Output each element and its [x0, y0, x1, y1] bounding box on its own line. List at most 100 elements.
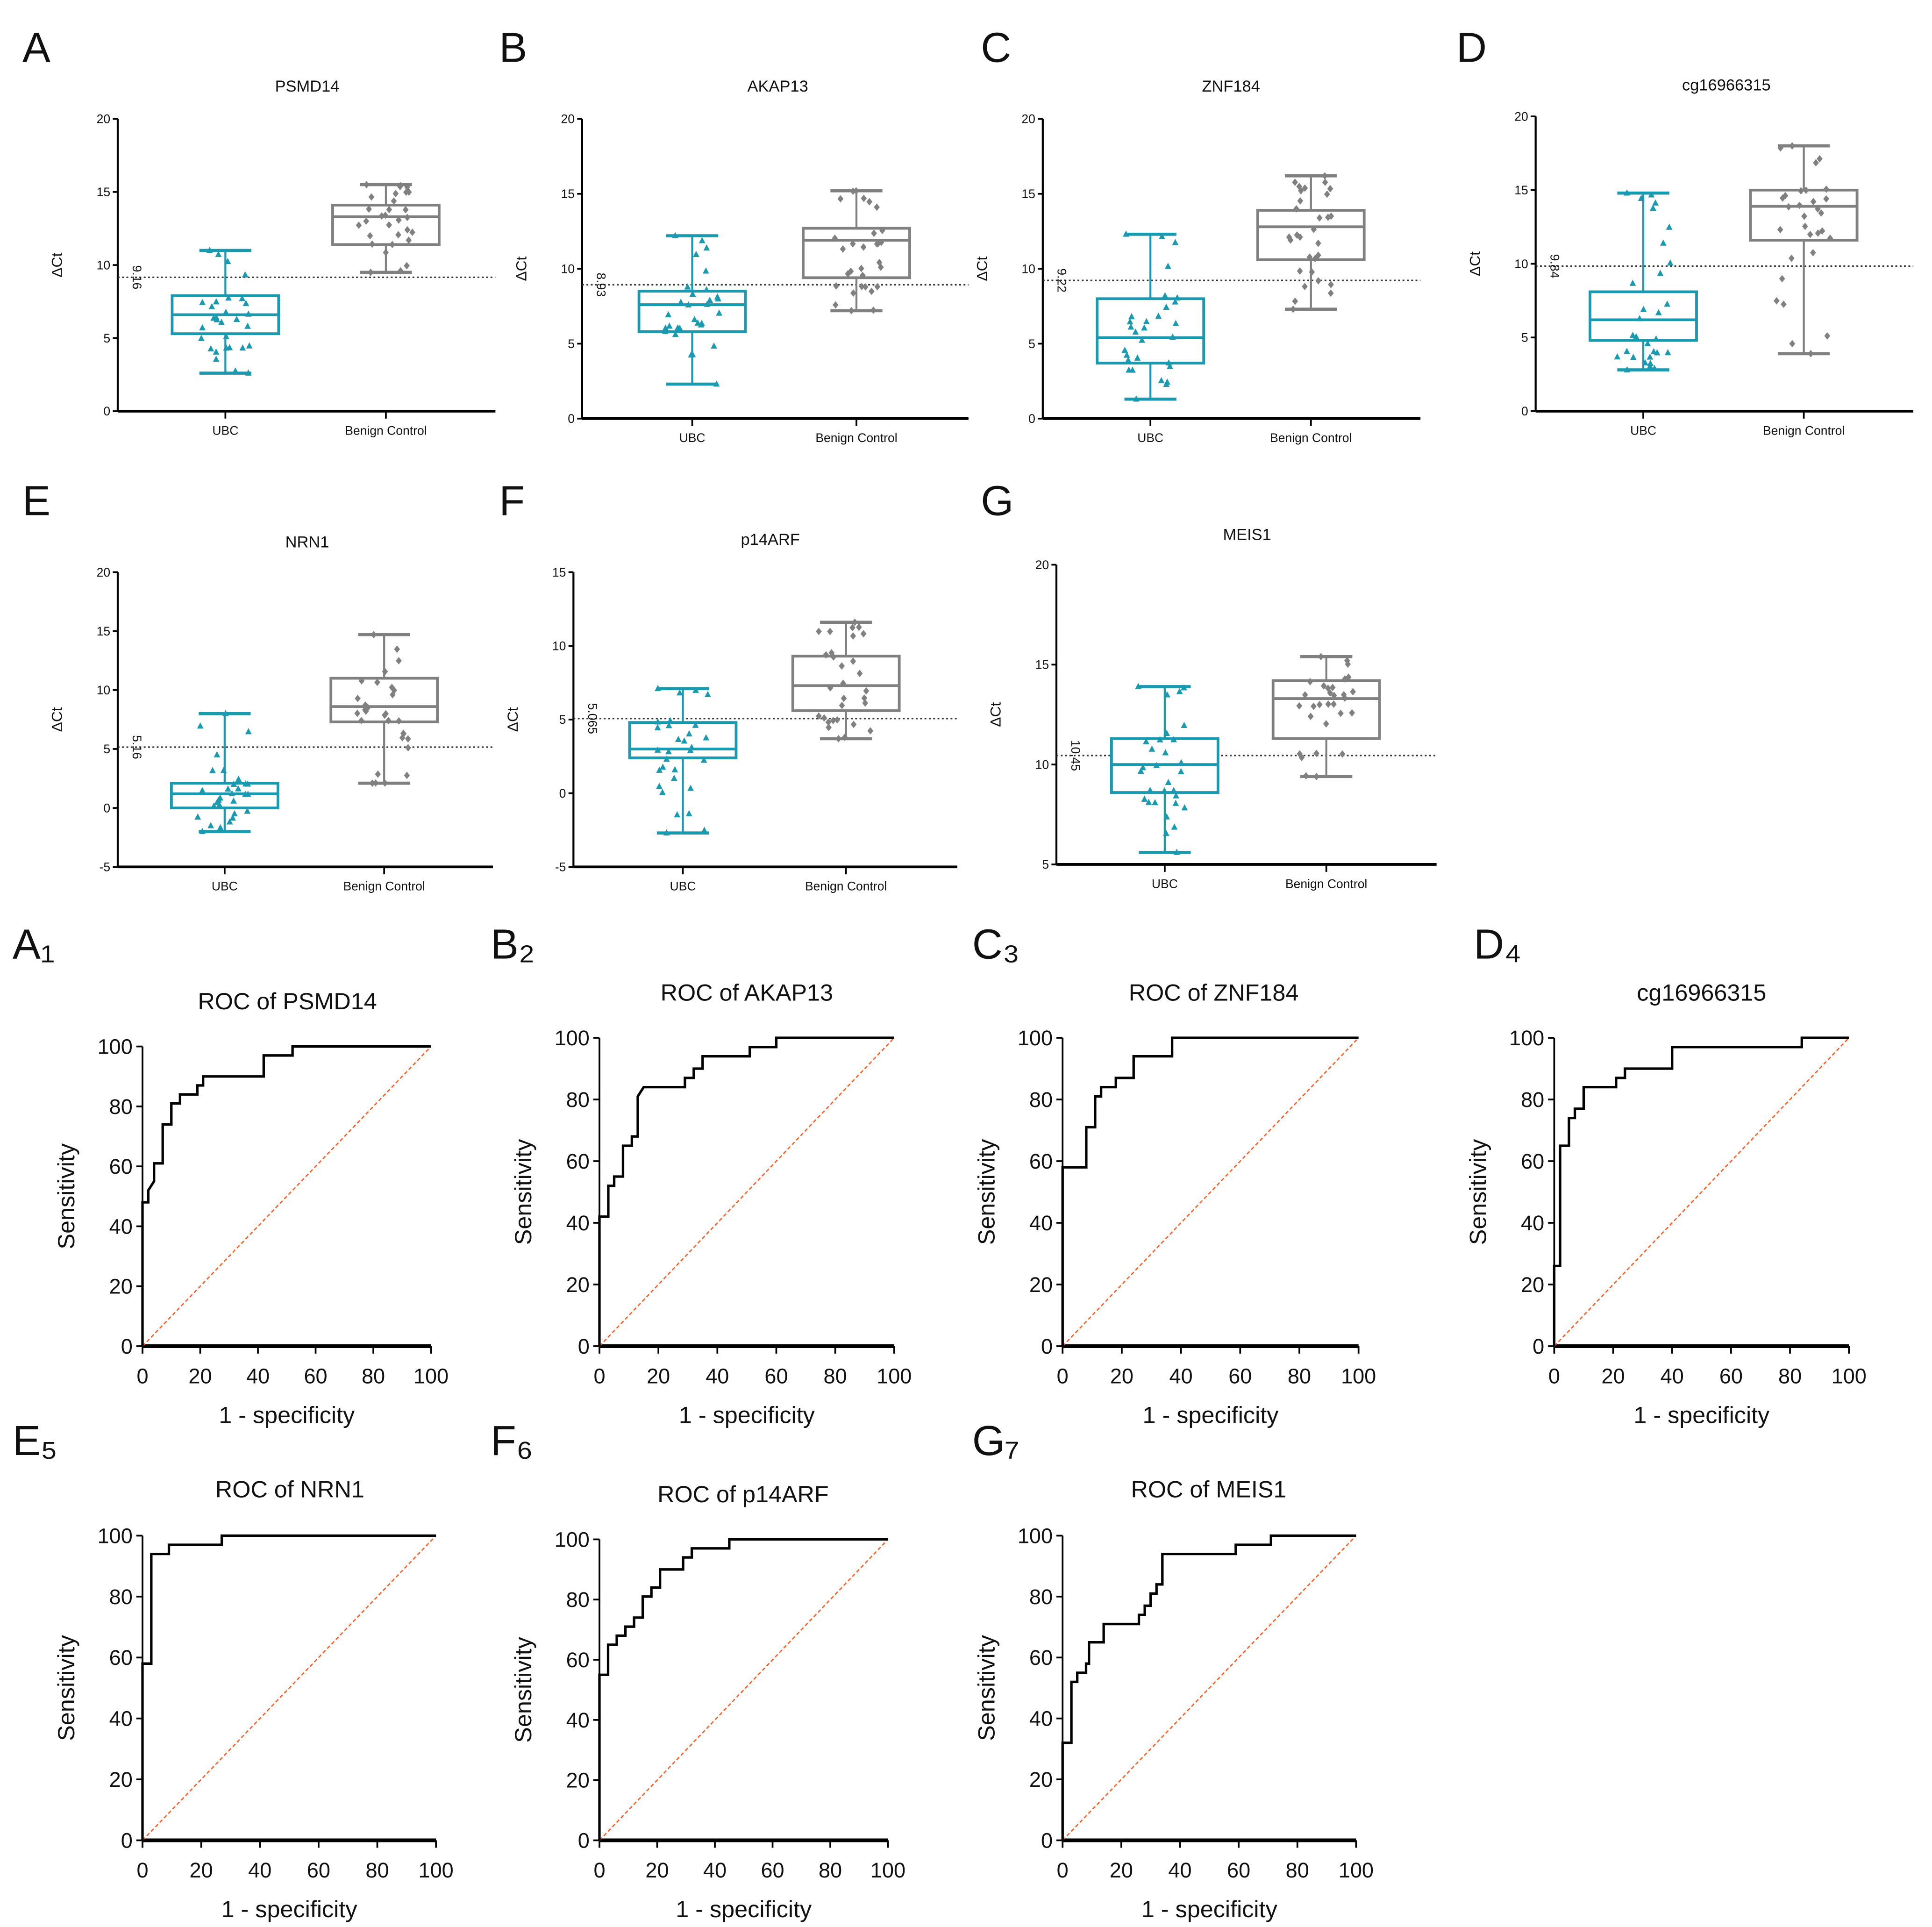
data-point-triangle	[688, 351, 695, 357]
panel-letter: B	[499, 24, 527, 71]
x-tick-label: 20	[190, 1858, 213, 1882]
data-point-triangle	[665, 311, 672, 318]
data-point-diamond	[371, 631, 377, 639]
x-tick-label: 0	[593, 1364, 605, 1388]
data-point-triangle	[1169, 333, 1176, 340]
data-point-diamond	[386, 206, 392, 214]
y-tick-label: 0	[1533, 1335, 1544, 1358]
data-point-diamond	[1789, 254, 1795, 262]
x-tick-label: 60	[1228, 1364, 1252, 1388]
y-tick-label: 40	[109, 1214, 133, 1238]
data-point-triangle	[228, 790, 235, 797]
x-tick-label: 60	[304, 1364, 327, 1388]
data-point-triangle	[1629, 331, 1636, 338]
data-point-diamond	[402, 206, 409, 214]
data-point-triangle	[1647, 359, 1654, 366]
box	[170, 782, 279, 810]
box-ubc	[1589, 189, 1698, 372]
data-point-triangle	[1650, 348, 1657, 355]
data-point-diamond	[1318, 653, 1324, 661]
data-point-diamond	[366, 205, 372, 213]
data-point-diamond	[878, 238, 884, 246]
y-tick-label: 15	[97, 624, 110, 638]
data-point-triangle	[688, 743, 695, 750]
data-point-triangle	[1128, 313, 1135, 320]
data-point-triangle	[1129, 366, 1136, 373]
chart-title: ROC of PSMD14	[198, 988, 377, 1014]
data-point-diamond	[826, 723, 832, 731]
data-point-triangle	[246, 342, 253, 349]
y-tick-label: 15	[1514, 183, 1528, 197]
x-axis-label: 1 - specificity	[1142, 1401, 1279, 1428]
data-point-triangle	[686, 730, 692, 737]
data-point-diamond	[874, 283, 881, 291]
data-point-diamond	[1328, 281, 1334, 288]
data-point-diamond	[369, 240, 375, 248]
data-point-triangle	[1125, 357, 1132, 363]
y-tick-label: 20	[97, 112, 110, 126]
data-point-diamond	[409, 228, 415, 236]
data-point-triangle	[215, 250, 222, 257]
box	[1589, 290, 1698, 342]
panel-letter: D	[1456, 24, 1487, 71]
data-point-triangle	[197, 722, 204, 729]
chart-title: cg16966315	[1637, 979, 1766, 1006]
y-tick-label: 40	[1029, 1707, 1053, 1731]
panel-d4: D₄ cg16966315 00 20 20 40 40 60 60 80 80 100 100 1 - …	[1465, 921, 1867, 1428]
data-point-triangle	[714, 293, 721, 300]
x-tick-label: 80	[1286, 1858, 1309, 1882]
data-point-triangle	[242, 271, 249, 278]
y-tick-label: 100	[1509, 1026, 1544, 1050]
y-tick-label: 0	[1041, 1335, 1053, 1358]
y-tick-label: 10	[97, 258, 110, 272]
data-point-triangle	[208, 303, 215, 309]
data-point-diamond	[403, 188, 409, 196]
data-point-triangle	[662, 324, 669, 331]
box	[331, 204, 441, 246]
x-tick-label: 60	[307, 1858, 330, 1882]
y-axis-label: Sensitivity	[1465, 1139, 1491, 1245]
data-point-diamond	[365, 704, 371, 712]
y-tick-label: 20	[109, 1275, 133, 1299]
data-point-triangle	[1158, 377, 1165, 384]
data-point-diamond	[1307, 713, 1314, 721]
data-point-triangle	[1143, 738, 1149, 744]
data-point-triangle	[198, 335, 205, 341]
x-tick-label: UBC	[1630, 423, 1656, 437]
data-point-diamond	[1327, 185, 1333, 193]
data-point-diamond	[1292, 178, 1298, 186]
data-point-diamond	[823, 651, 829, 659]
data-point-diamond	[358, 677, 365, 685]
data-point-triangle	[220, 767, 227, 773]
data-point-triangle	[1651, 364, 1658, 371]
data-point-triangle	[1664, 349, 1671, 356]
y-tick-label: 100	[1018, 1026, 1053, 1050]
chart-title: AKAP13	[748, 78, 808, 95]
data-point-triangle	[662, 328, 669, 334]
data-point-triangle	[674, 811, 681, 818]
x-axis-label: 1 - specificity	[676, 1896, 812, 1922]
data-point-diamond	[1311, 702, 1317, 710]
data-point-diamond	[1325, 684, 1331, 692]
data-point-diamond	[832, 301, 839, 309]
data-point-diamond	[367, 232, 373, 240]
y-axis-label: Sensitivity	[973, 1634, 999, 1741]
data-point-triangle	[1167, 363, 1173, 369]
box	[791, 655, 901, 712]
x-tick-label: 40	[703, 1858, 727, 1882]
data-point-diamond	[1303, 772, 1309, 780]
data-point-diamond	[1815, 205, 1821, 213]
data-point-diamond	[1798, 187, 1804, 195]
y-tick-label: 20	[561, 112, 574, 126]
data-point-triangle	[1148, 745, 1155, 752]
data-point-diamond	[859, 283, 865, 291]
data-point-triangle	[1647, 353, 1654, 360]
data-point-triangle	[199, 324, 206, 330]
cutoff-label: 9.84	[1547, 254, 1561, 278]
data-point-triangle	[670, 774, 677, 781]
x-tick-label: 0	[1057, 1364, 1069, 1388]
y-tick-label: 10	[561, 262, 574, 276]
data-point-triangle	[672, 330, 679, 337]
data-point-triangle	[667, 717, 674, 723]
data-point-triangle	[1145, 799, 1152, 805]
